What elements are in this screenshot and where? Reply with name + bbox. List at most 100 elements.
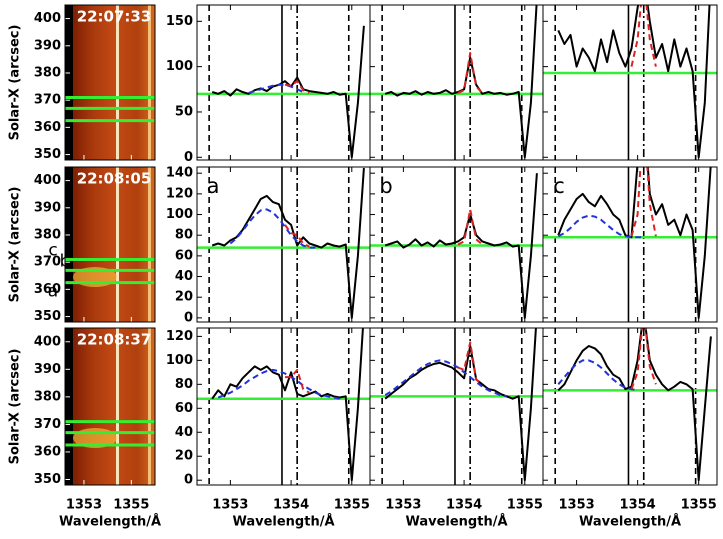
plot-area <box>65 328 155 485</box>
y-tick-label: 360 <box>34 282 61 297</box>
y-tick-label: 100 <box>166 207 193 222</box>
y-tick-label: 350 <box>34 309 61 324</box>
y-tick-label: 380 <box>34 65 61 80</box>
frame <box>542 166 718 323</box>
plot-area <box>65 5 155 160</box>
bright-line <box>148 5 151 160</box>
y-tick-label: 400 <box>34 334 61 349</box>
y-tick-label: 20 <box>175 449 193 464</box>
y-tick-label: 60 <box>175 401 193 416</box>
panel: 22:07:33 Solar-X (arcsec) 350 360 370 380 390 4… <box>8 4 156 162</box>
x-tick-label: 1355 <box>334 498 370 513</box>
spectrum-line <box>211 25 365 159</box>
panel: 0 20 40 60 80 100 120 140 a <box>166 166 371 325</box>
edge-strip <box>65 328 73 485</box>
spectrum-line <box>630 5 657 67</box>
spectrum-line <box>557 214 644 239</box>
y-axis-label: Solar-X (arcsec) <box>8 349 23 465</box>
y-tick-label: 100 <box>166 353 193 368</box>
y-tick-label: 370 <box>34 255 61 270</box>
y-tick-label: 370 <box>34 93 61 108</box>
spectrum-line <box>457 341 483 386</box>
spectrum-line <box>284 80 310 94</box>
spectrum-line <box>229 208 316 249</box>
x-tick-label: 1355 <box>113 498 149 513</box>
frame <box>64 4 156 161</box>
x-axis-label: Wavelength/Å <box>405 514 507 530</box>
x-tick-label: 1354 <box>273 498 309 513</box>
x-axis-label: Wavelength/Å <box>232 514 334 530</box>
plot-area <box>197 5 370 160</box>
x-tick-label: 1353 <box>385 498 421 513</box>
plot-bg <box>543 5 717 160</box>
y-tick-label: 20 <box>175 290 193 305</box>
plot-bg <box>543 167 717 322</box>
panel: 22:08:37 Solar-X (arcsec) 350 360 370 380 390 4… <box>8 327 161 530</box>
spectrum-line <box>557 5 711 159</box>
y-axis-label: Solar-X (arcsec) <box>8 187 23 303</box>
y-tick-label: 380 <box>34 227 61 242</box>
cut-label: a <box>48 282 58 302</box>
spectrogram <box>65 5 155 160</box>
y-tick-label: 40 <box>175 425 193 440</box>
panel: 0 50 100 150 <box>166 4 371 165</box>
spectrogram <box>65 328 155 485</box>
y-tick-label: 390 <box>34 362 61 377</box>
y-tick-label: 0 <box>184 150 193 165</box>
plot-area <box>65 167 155 322</box>
y-tick-label: 120 <box>166 329 193 344</box>
bright-line <box>148 328 151 485</box>
time-label: 22:07:33 <box>77 8 152 26</box>
x-tick-label: 1353 <box>66 498 102 513</box>
x-tick-label: 1354 <box>446 498 482 513</box>
y-tick-label: 140 <box>166 166 193 181</box>
spectrum-line <box>557 328 712 482</box>
time-label: 22:08:05 <box>77 170 152 188</box>
spectrum-line <box>285 368 310 394</box>
bright-line <box>116 167 119 322</box>
panel <box>369 4 544 161</box>
y-tick-label: 120 <box>166 186 193 201</box>
y-tick-label: 350 <box>34 147 61 162</box>
plot-area <box>370 167 543 322</box>
spectrum-line <box>457 208 483 246</box>
panel-label: b <box>379 174 392 198</box>
plot-area <box>543 328 717 485</box>
y-tick-label: 100 <box>166 59 193 74</box>
plot-area <box>370 328 543 485</box>
y-tick-label: 390 <box>34 38 61 53</box>
y-tick-label: 350 <box>34 472 61 487</box>
y-tick-label: 400 <box>34 173 61 188</box>
y-tick-label: 80 <box>175 228 193 243</box>
panel: b <box>369 166 544 323</box>
y-tick-label: 380 <box>34 389 61 404</box>
spectrum-line <box>630 328 657 390</box>
y-axis-label: Solar-X (arcsec) <box>8 25 23 141</box>
plot-area <box>197 328 370 485</box>
plot-area <box>543 5 717 160</box>
bright-line <box>116 328 119 485</box>
plot-bg <box>370 328 543 485</box>
y-tick-label: 50 <box>175 104 193 119</box>
panel: c <box>542 166 718 323</box>
spectrum-line <box>384 173 538 319</box>
spectrogram <box>65 167 155 322</box>
frame <box>542 4 718 161</box>
spectrum-line <box>211 328 364 482</box>
x-tick-label: 1355 <box>507 498 543 513</box>
y-tick-label: 40 <box>175 269 193 284</box>
y-tick-label: 390 <box>34 200 61 215</box>
y-tick-label: 0 <box>184 473 193 488</box>
bright-line <box>148 167 151 322</box>
y-tick-label: 370 <box>34 417 61 432</box>
spectrum-line <box>557 359 638 392</box>
spectrum-line <box>384 359 507 398</box>
frame <box>542 327 718 486</box>
time-label: 22:08:37 <box>77 331 152 349</box>
plot-bg <box>370 5 543 160</box>
